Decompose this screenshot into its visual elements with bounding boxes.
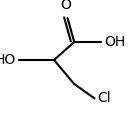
Text: O: O xyxy=(60,0,71,12)
Text: Cl: Cl xyxy=(97,91,111,105)
Text: OH: OH xyxy=(104,35,125,49)
Text: HO: HO xyxy=(0,53,16,67)
